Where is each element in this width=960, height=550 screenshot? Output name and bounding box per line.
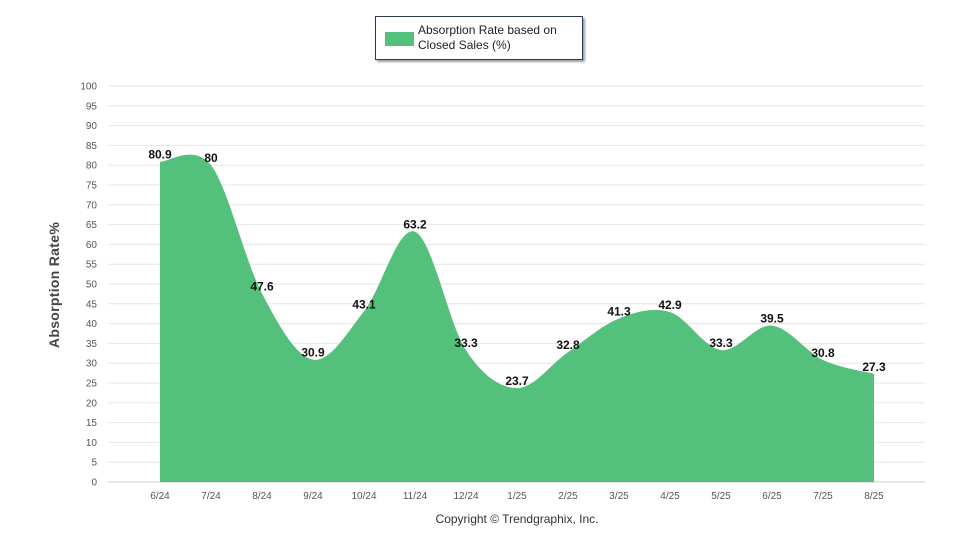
- copyright-text: Copyright © Trendgraphix, Inc.: [435, 512, 599, 526]
- area-series: [160, 154, 874, 482]
- y-tick-label: 0: [91, 478, 97, 489]
- y-tick-label: 100: [80, 82, 97, 93]
- data-label: 30.8: [811, 346, 835, 360]
- legend-label: Absorption Rate based on Closed Sales (%…: [418, 23, 557, 52]
- y-tick-label: 35: [86, 339, 98, 350]
- x-tick-label: 8/24: [252, 491, 272, 502]
- data-label: 33.3: [709, 336, 733, 350]
- x-tick-label: 5/25: [711, 491, 731, 502]
- x-tick-label: 8/25: [864, 491, 884, 502]
- y-tick-label: 75: [86, 181, 98, 192]
- x-tick-label: 1/25: [507, 491, 527, 502]
- data-label: 63.2: [403, 218, 427, 232]
- x-tick-label: 6/25: [762, 491, 782, 502]
- data-label: 47.6: [250, 280, 274, 294]
- y-tick-label: 90: [86, 121, 98, 132]
- y-tick-label: 40: [86, 319, 98, 330]
- y-tick-label: 10: [86, 438, 98, 449]
- data-label: 41.3: [607, 304, 631, 318]
- y-tick-label: 80: [86, 161, 98, 172]
- x-tick-label: 7/24: [201, 491, 221, 502]
- data-label: 32.8: [556, 338, 580, 352]
- data-label: 27.3: [862, 360, 886, 374]
- y-tick-label: 45: [86, 299, 98, 310]
- y-tick-label: 55: [86, 260, 98, 271]
- data-label: 80.9: [148, 148, 172, 162]
- y-tick-labels: 0 5 10 15 20 25 30 35 40 45 50 55 60 65 70 75 80 85 90 95 10…: [80, 82, 97, 489]
- data-label: 33.3: [454, 336, 478, 350]
- y-tick-label: 15: [86, 418, 98, 429]
- y-tick-label: 5: [91, 458, 97, 469]
- data-label: 43.1: [352, 297, 376, 311]
- data-label: 30.9: [301, 346, 325, 360]
- x-tick-label: 7/25: [813, 491, 833, 502]
- x-tick-label: 10/24: [351, 491, 376, 502]
- y-tick-label: 25: [86, 379, 98, 390]
- y-tick-label: 70: [86, 200, 98, 211]
- y-axis-label: Absorption Rate%: [46, 221, 62, 349]
- x-tick-label: 6/24: [150, 491, 170, 502]
- y-tick-label: 95: [86, 101, 98, 112]
- y-tick-label: 65: [86, 220, 98, 231]
- legend-swatch: [385, 32, 414, 46]
- data-label: 42.9: [658, 298, 682, 312]
- x-tick-labels: 6/24 7/24 8/24 9/24 10/24 11/24 12/24 1/25 2/25 3…: [150, 491, 884, 502]
- x-tick-label: 12/24: [453, 491, 478, 502]
- y-tick-label: 30: [86, 359, 98, 370]
- y-tick-label: 60: [86, 240, 98, 251]
- x-tick-label: 4/25: [660, 491, 680, 502]
- y-tick-label: 85: [86, 141, 98, 152]
- x-tick-label: 3/25: [609, 491, 629, 502]
- data-label: 23.7: [505, 374, 529, 388]
- x-tick-label: 11/24: [403, 491, 428, 502]
- y-tick-label: 20: [86, 398, 98, 409]
- x-tick-label: 2/25: [558, 491, 578, 502]
- legend: Absorption Rate based on Closed Sales (%…: [375, 16, 583, 60]
- y-tick-label: 50: [86, 280, 98, 291]
- data-label: 80: [204, 151, 218, 165]
- x-tick-label: 9/24: [303, 491, 323, 502]
- data-label: 39.5: [760, 312, 784, 326]
- data-labels: 80.9 80 47.6 30.9 43.1 63.2 33.3 23.7 32.8 41.3 42…: [148, 148, 886, 389]
